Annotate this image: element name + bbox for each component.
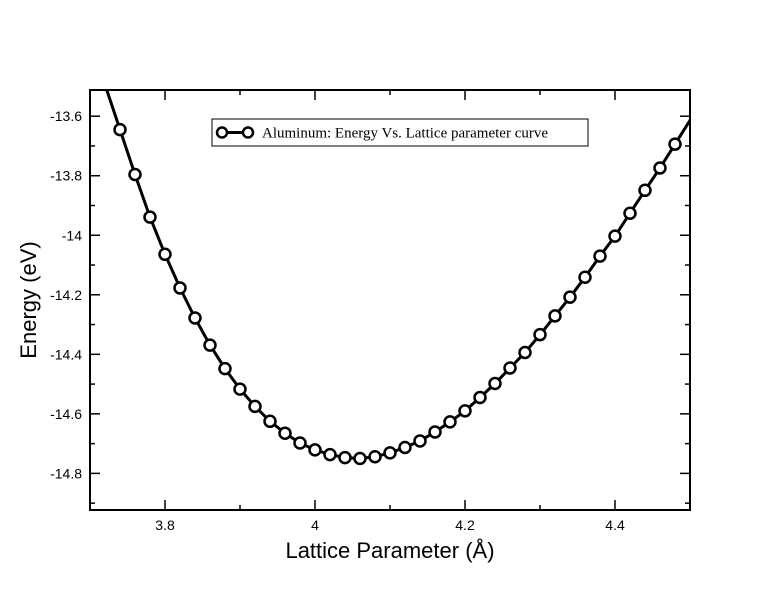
x-tick-labels: 3.8 4 4.2 4.4 [155, 517, 625, 533]
y-tick-label: -14.4 [50, 346, 82, 362]
x-tick-label: 4.2 [455, 517, 475, 533]
data-point [668, 137, 682, 151]
legend-box [211, 118, 589, 147]
axis-ticks [89, 90, 691, 510]
data-point [293, 436, 307, 450]
data-point [158, 247, 172, 262]
data-point [548, 309, 562, 323]
data-point [173, 281, 187, 295]
data-point [338, 450, 352, 465]
data-point [653, 161, 667, 175]
data-point [398, 440, 412, 455]
data-point [143, 210, 157, 224]
data-point [353, 451, 367, 466]
data-point [308, 443, 322, 457]
x-tick-label: 4.4 [605, 517, 625, 533]
y-axis-title: Energy (eV) [16, 241, 41, 358]
y-tick-labels: -13.6 -13.8 -14 -14.2 -14.4 -14.6 -14.8 [50, 108, 82, 481]
legend-label: Aluminum: Energy Vs. Lattice parameter c… [262, 126, 548, 142]
data-point [608, 229, 622, 243]
y-tick-label: -14 [62, 227, 82, 243]
y-tick-label: -14.6 [50, 406, 82, 422]
data-point [248, 399, 262, 414]
data-point [413, 434, 427, 448]
data-point [533, 327, 547, 342]
series-line [105, 90, 690, 461]
data-point [593, 249, 607, 263]
y-tick-label: -13.6 [50, 108, 82, 124]
data-point [383, 446, 397, 460]
data-point [458, 404, 472, 418]
data-point [368, 449, 382, 464]
y-tick-label: -14.2 [50, 287, 82, 303]
y-tick-label: -14.8 [50, 465, 82, 481]
x-tick-label: 3.8 [155, 517, 175, 533]
data-point [443, 415, 457, 429]
legend-marker-icon [241, 126, 255, 139]
data-point [203, 338, 217, 352]
data-point [488, 376, 502, 391]
legend: Aluminum: Energy Vs. Lattice parameter c… [211, 118, 589, 147]
data-point [263, 414, 277, 429]
data-point [503, 361, 517, 375]
data-point [518, 345, 532, 360]
legend-marker-icon [215, 126, 229, 139]
data-point [578, 270, 592, 284]
data-point [563, 290, 577, 304]
data-point [188, 311, 202, 325]
data-point [638, 183, 652, 198]
x-tick-label: 4 [311, 517, 319, 533]
data-point [623, 206, 637, 220]
data-point [128, 167, 142, 182]
data-point [428, 425, 442, 439]
data-point [218, 361, 232, 376]
data-point [113, 122, 127, 137]
data-point [278, 426, 292, 440]
plot-frame [89, 89, 691, 511]
series-markers [113, 122, 682, 466]
data-point [473, 390, 487, 405]
data-point [233, 382, 247, 396]
x-axis-title: Lattice Parameter (Å) [285, 538, 494, 563]
data-point [323, 447, 337, 462]
y-tick-label: -13.8 [50, 168, 82, 184]
